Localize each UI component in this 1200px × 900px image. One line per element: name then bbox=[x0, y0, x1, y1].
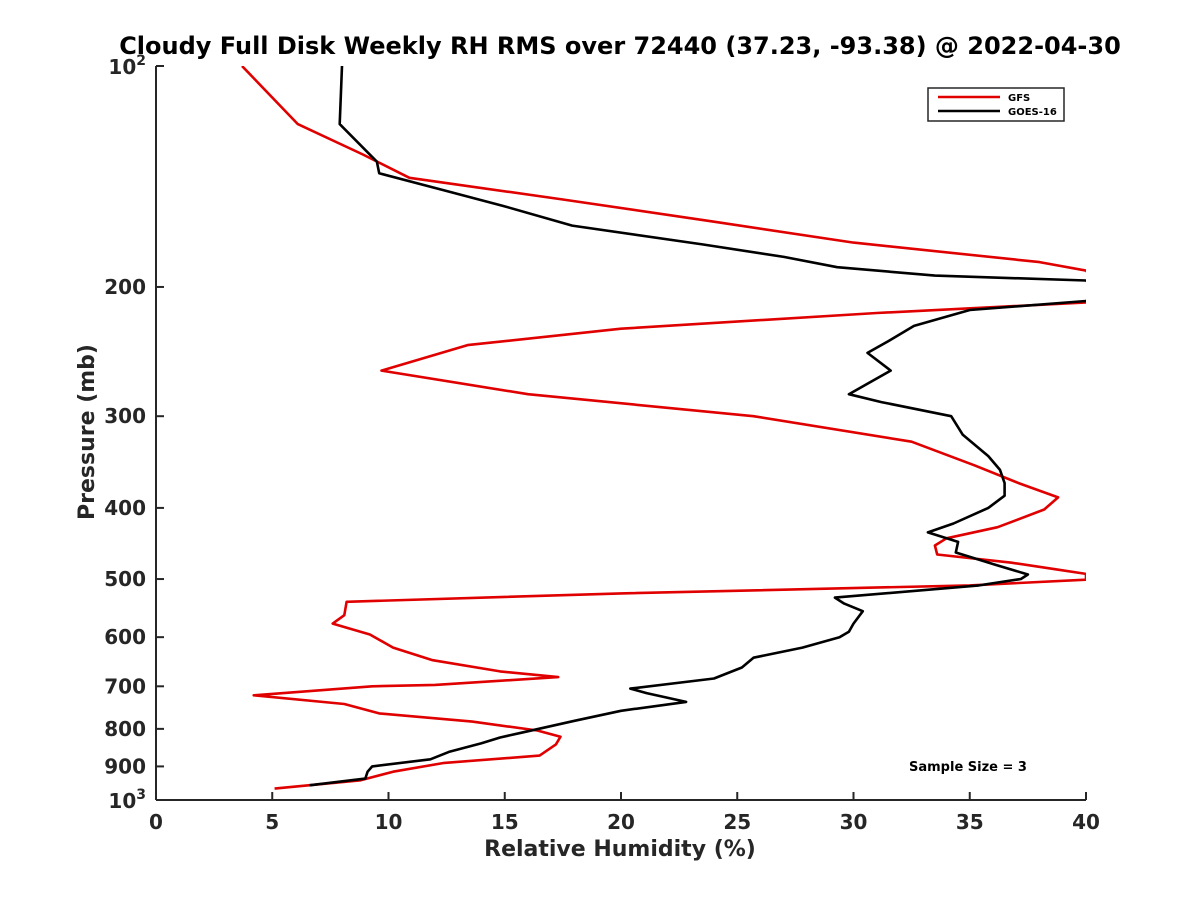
y-tick-label: 400 bbox=[104, 496, 146, 520]
legend-label-goes-16: GOES-16 bbox=[1008, 107, 1057, 118]
plot-area bbox=[241, 66, 1086, 790]
y-tick-label-power: 102 bbox=[108, 53, 146, 79]
y-tick-label-exponent: 3 bbox=[136, 787, 146, 803]
y-tick-label-power: 103 bbox=[108, 787, 146, 813]
y-tick-label-exponent: 2 bbox=[136, 53, 146, 69]
legend-label-gfs: GFS bbox=[1008, 93, 1030, 104]
legend: GFS GOES-16 bbox=[927, 87, 1065, 122]
x-tick-label: 10 bbox=[375, 810, 403, 834]
y-tick-label: 600 bbox=[104, 625, 146, 649]
x-tick-label: 40 bbox=[1072, 810, 1100, 834]
x-tick-label: 5 bbox=[265, 810, 279, 834]
y-tick-label-base: 10 bbox=[108, 55, 136, 79]
x-axis-ticks: 0 5 10 15 20 25 30 35 40 bbox=[149, 792, 1100, 834]
legend-box bbox=[927, 87, 1065, 122]
x-tick-label: 20 bbox=[607, 810, 635, 834]
x-tick-label: 30 bbox=[840, 810, 868, 834]
series-line-gfs bbox=[241, 66, 1086, 790]
x-tick-label: 0 bbox=[149, 810, 163, 834]
y-axis-title: Pressure (mb) bbox=[75, 344, 100, 520]
x-tick-label: 25 bbox=[723, 810, 751, 834]
x-tick-label: 15 bbox=[491, 810, 519, 834]
y-tick-label-base: 10 bbox=[108, 789, 136, 813]
series-line-goes-16 bbox=[309, 66, 1086, 787]
x-tick-label: 35 bbox=[956, 810, 984, 834]
x-axis-title: Relative Humidity (%) bbox=[484, 837, 756, 862]
y-tick-label: 500 bbox=[104, 567, 146, 591]
y-tick-label: 300 bbox=[104, 404, 146, 428]
y-tick-label: 200 bbox=[104, 275, 146, 299]
y-tick-label: 900 bbox=[104, 754, 146, 778]
chart-title: Cloudy Full Disk Weekly RH RMS over 7244… bbox=[119, 32, 1121, 60]
series-layer bbox=[241, 66, 1086, 790]
axes: 0 5 10 15 20 25 30 35 40 10220030040050060070080… bbox=[104, 53, 1100, 834]
sample-size-annotation: Sample Size = 3 bbox=[909, 760, 1027, 775]
y-tick-label: 700 bbox=[104, 674, 146, 698]
y-tick-label: 800 bbox=[104, 717, 146, 741]
